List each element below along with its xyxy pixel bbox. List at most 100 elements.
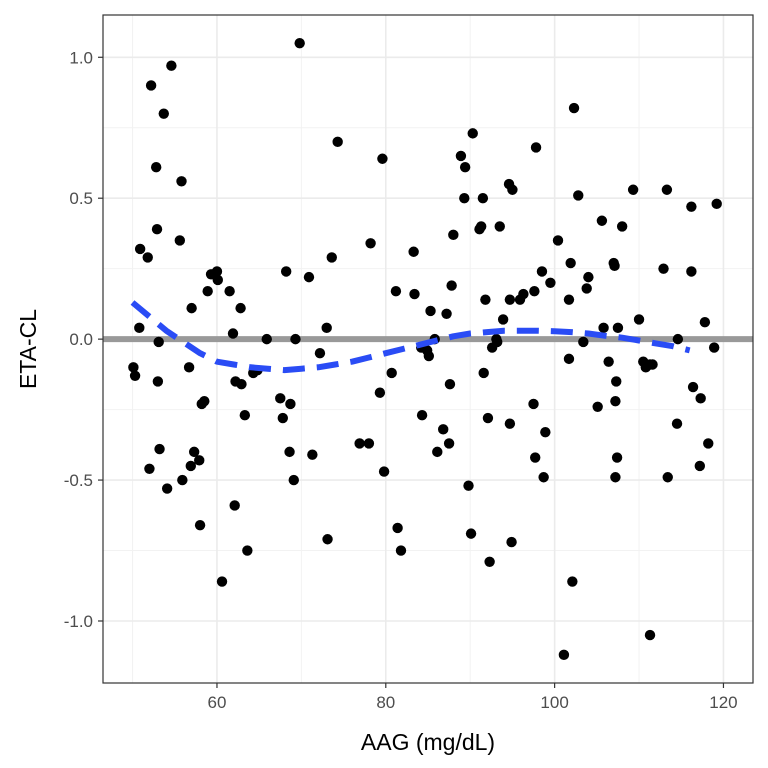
trend-line [130,300,691,374]
data-point [530,452,541,463]
data-point [443,438,455,449]
data-point [154,443,165,455]
data-point [288,474,299,486]
data-point [610,395,621,407]
data-point [465,528,477,539]
data-point [687,381,699,393]
x-tick-label: 80 [376,693,395,712]
data-point [563,294,575,305]
data-point [277,412,289,424]
data-point [552,235,564,246]
data-point [261,333,272,345]
data-point [216,576,228,587]
data-point [598,322,609,334]
data-point [658,263,669,274]
data-point [134,243,146,255]
data-point [703,438,714,449]
data-point [467,128,478,139]
data-point [161,483,173,494]
data-point [409,288,420,300]
data-point [144,463,155,474]
data-point [363,438,375,449]
x-tick-label: 60 [208,693,227,712]
data-point [596,215,608,226]
data-point [573,190,584,201]
data-point [212,274,224,286]
data-point [202,286,213,297]
data-point [275,393,286,404]
data-point [425,305,436,317]
x-tick-label: 120 [709,693,737,712]
data-point [492,336,503,348]
data-point [176,176,187,187]
data-point [185,460,196,472]
grid [103,15,753,683]
y-tick-label: -1.0 [64,612,93,631]
data-point [242,545,253,556]
data-point [480,294,491,305]
data-point [354,438,365,449]
data-point [290,333,301,345]
data-point [416,410,428,421]
data-point [633,314,645,325]
data-point [475,221,487,232]
data-point [128,362,139,373]
data-point [446,280,457,291]
data-point [671,418,683,429]
data-point [378,466,390,477]
data-point [611,452,623,463]
data-point [145,80,157,91]
data-point [662,472,673,483]
data-point [592,401,603,412]
data-point [194,519,206,531]
data-point [528,398,539,410]
data-point [386,367,397,379]
data-point [129,370,141,381]
data-point [536,266,548,277]
data-point [478,367,489,379]
data-point [695,393,706,404]
data-point [609,260,620,272]
axes: 60 80 100 120 -1.0 -0.5 0.0 0.5 1.0 [64,48,738,712]
data-point [322,534,333,545]
data-point [567,576,578,587]
data-point [686,201,697,212]
data-point [186,302,197,314]
data-point [134,322,145,334]
data-points [128,37,722,661]
data-point [530,142,542,153]
data-point [280,266,292,277]
data-point [540,426,551,438]
data-point [694,460,706,472]
x-axis-title: AAG (mg/dL) [361,729,495,755]
data-point [365,238,376,249]
data-point [227,328,239,339]
data-point [611,376,622,387]
data-point [661,184,673,195]
data-point [603,356,614,367]
data-point [294,37,305,49]
data-point [627,184,639,195]
data-point [484,556,495,568]
data-point [686,266,697,277]
data-point [194,455,205,466]
data-point [583,271,594,283]
data-point [494,221,505,232]
data-point [565,257,576,269]
data-point [444,379,456,390]
data-point [578,336,589,348]
data-point [477,193,489,204]
data-point [558,649,570,661]
data-point [199,395,210,407]
data-point [504,418,516,429]
data-point [158,108,169,119]
data-point [239,410,251,421]
data-point [538,472,549,483]
data-point [699,317,711,328]
data-point [326,252,337,263]
data-point [151,224,163,235]
data-point [610,472,621,483]
data-point [314,348,326,359]
data-point [708,342,720,353]
